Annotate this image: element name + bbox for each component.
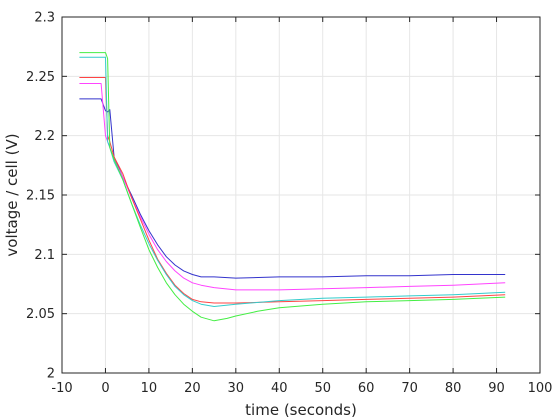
x-tick-label: 90 (488, 381, 505, 396)
x-tick-label: 60 (358, 381, 375, 396)
y-tick-label: 2.25 (26, 70, 55, 85)
grid (61, 16, 541, 374)
series-line-2 (79, 83, 506, 291)
y-tick-label: 2.1 (34, 248, 55, 263)
x-tick-label: 20 (184, 381, 201, 396)
series-line-4 (79, 56, 506, 307)
y-tick-label: 2.15 (26, 189, 55, 204)
x-tick-label: 30 (228, 381, 245, 396)
x-tick-label: 0 (101, 381, 109, 396)
series-lines (79, 52, 506, 322)
x-tick-label: 100 (528, 381, 553, 396)
series-line-5 (79, 52, 506, 322)
y-tick-label: 2.05 (26, 307, 55, 322)
y-tick-label: 2 (47, 367, 55, 382)
y-axis-label: voltage / cell (V) (3, 133, 21, 256)
x-axis-ticks: -10 0 10 20 30 40 50 60 70 80 90 100 (51, 17, 552, 396)
x-tick-label: 80 (445, 381, 462, 396)
x-axis-label: time (seconds) (245, 401, 357, 419)
x-tick-label: 50 (314, 381, 331, 396)
x-tick-label: -10 (51, 381, 72, 396)
x-tick-label: 70 (401, 381, 418, 396)
y-tick-label: 2.2 (34, 129, 55, 144)
x-tick-label: 40 (271, 381, 288, 396)
series-line-3 (79, 77, 506, 304)
y-axis-ticks: 2 2.05 2.1 2.15 2.2 2.25 2.3 (26, 11, 540, 382)
x-tick-label: 10 (141, 381, 158, 396)
y-tick-label: 2.3 (34, 11, 55, 26)
series-line-1 (79, 98, 506, 279)
